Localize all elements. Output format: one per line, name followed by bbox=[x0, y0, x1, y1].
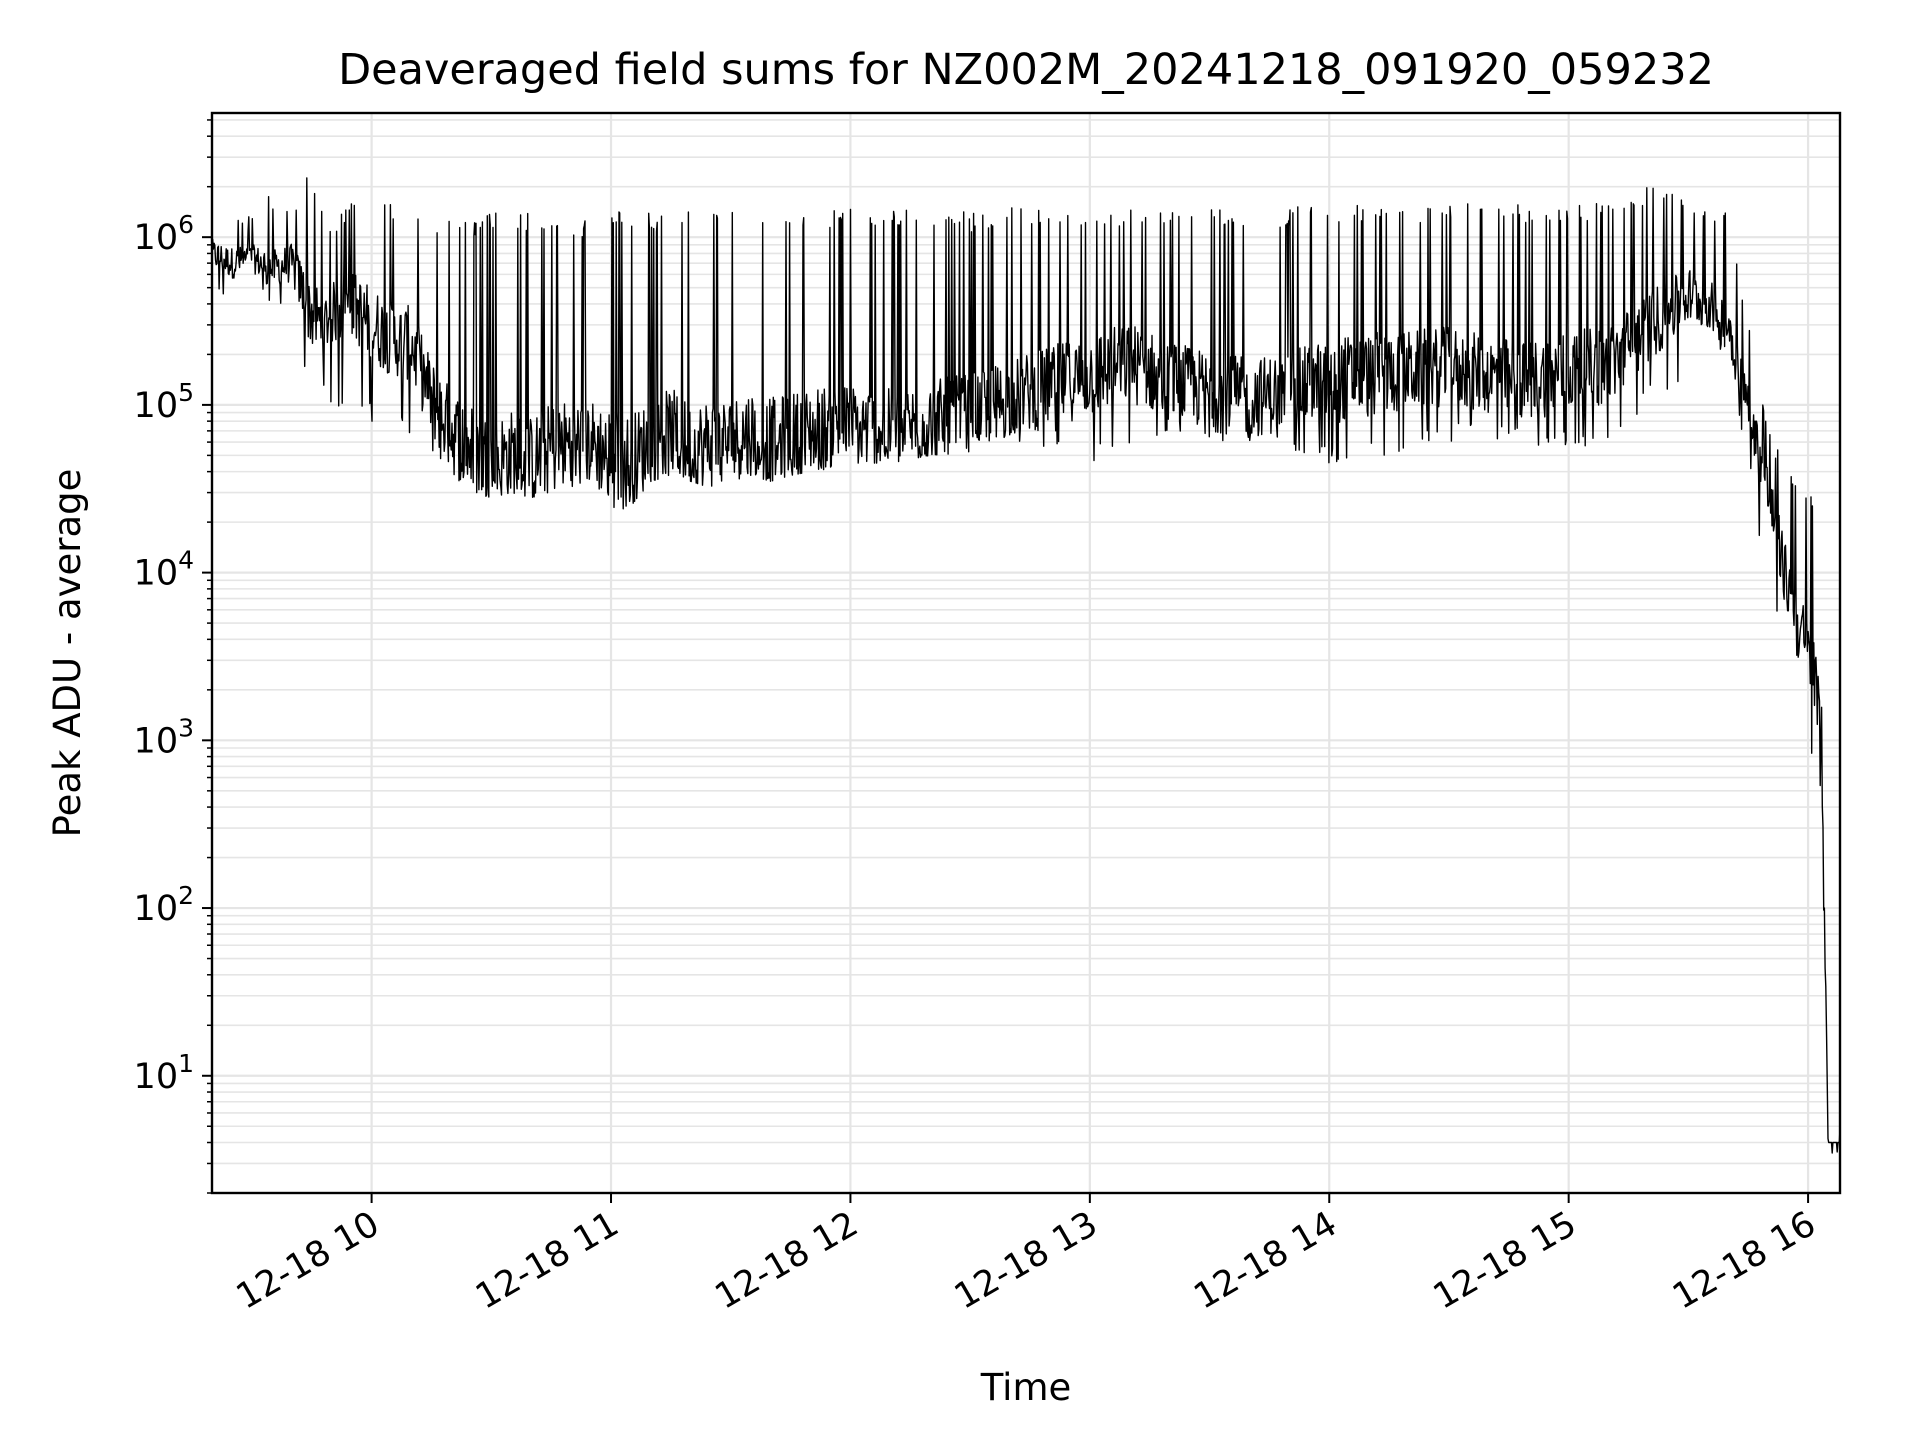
y-tick-label: 104 bbox=[134, 546, 194, 594]
y-tick-label: 105 bbox=[134, 378, 194, 426]
chart-title: Deaveraged field sums for NZ002M_2024121… bbox=[338, 45, 1714, 95]
y-tick-label: 102 bbox=[134, 881, 194, 929]
x-axis-label: Time bbox=[980, 1366, 1072, 1409]
y-tick-label: 101 bbox=[134, 1049, 194, 1097]
y-tick-label: 103 bbox=[134, 713, 194, 761]
plot-frame bbox=[210, 111, 1842, 1195]
series-line bbox=[211, 177, 1841, 1154]
y-axis-label: Peak ADU - average bbox=[46, 469, 89, 838]
y-tick-label: 106 bbox=[134, 210, 194, 258]
series-layer bbox=[211, 177, 1841, 1154]
